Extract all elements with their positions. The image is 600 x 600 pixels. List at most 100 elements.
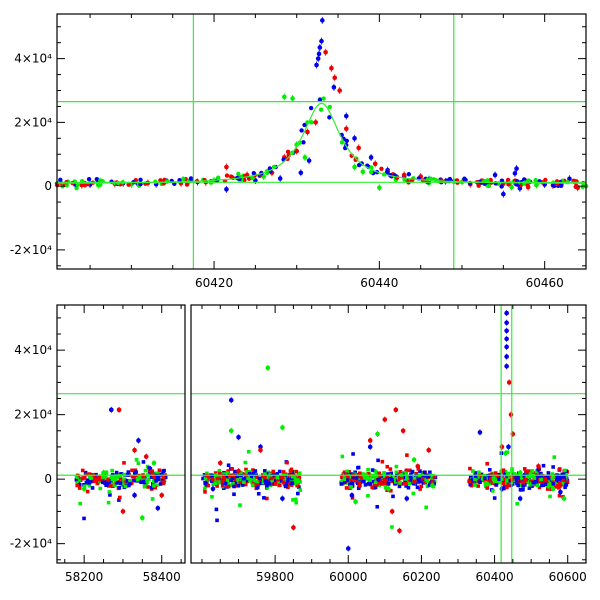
data-point	[75, 483, 80, 488]
data-point	[228, 428, 234, 434]
data-point	[296, 491, 300, 496]
bottom-left-frame	[56, 304, 186, 564]
data-point	[422, 477, 427, 482]
data-point	[95, 481, 100, 485]
data-point	[525, 183, 530, 188]
data-point	[497, 477, 501, 481]
data-point	[280, 475, 285, 480]
data-point	[137, 475, 142, 479]
data-point	[271, 469, 276, 474]
data-point	[372, 161, 378, 167]
data-point	[114, 478, 118, 482]
data-point	[414, 471, 419, 476]
data-point	[114, 470, 119, 475]
data-point	[410, 470, 415, 474]
data-point	[473, 477, 477, 482]
data-point	[156, 477, 161, 482]
data-point	[147, 477, 151, 482]
data-point	[273, 482, 278, 486]
data-point	[536, 467, 541, 472]
data-point	[77, 483, 82, 487]
data-point	[110, 468, 114, 473]
data-point	[249, 474, 254, 478]
data-point	[150, 469, 155, 473]
data-point	[242, 480, 246, 485]
data-point	[149, 485, 154, 490]
data-point	[226, 469, 230, 473]
data-point	[340, 454, 345, 459]
data-point	[85, 478, 90, 482]
data-point	[432, 481, 436, 486]
data-point	[345, 546, 351, 551]
data-point	[265, 365, 271, 371]
data-point	[383, 485, 388, 490]
data-point	[539, 471, 543, 476]
data-point	[204, 479, 209, 483]
data-point	[485, 178, 490, 183]
data-point	[84, 480, 89, 485]
data-point	[484, 481, 490, 487]
data-point	[134, 457, 139, 462]
data-point	[360, 169, 366, 175]
data-point	[233, 481, 238, 486]
data-point	[275, 475, 280, 480]
data-point	[525, 475, 530, 480]
data-point	[370, 468, 375, 472]
data-point	[298, 471, 302, 476]
data-point	[80, 468, 85, 473]
data-point	[507, 483, 511, 487]
data-point	[380, 459, 385, 464]
data-point	[268, 474, 273, 479]
data-point	[501, 191, 506, 197]
data-point	[284, 481, 288, 486]
data-point	[478, 480, 482, 485]
data-point	[349, 492, 355, 498]
data-point	[418, 487, 422, 491]
data-point	[233, 469, 237, 474]
data-point	[232, 484, 236, 489]
data-point	[104, 483, 108, 488]
data-point	[563, 485, 567, 490]
data-point	[230, 467, 234, 471]
data-point	[97, 474, 102, 479]
data-point	[353, 157, 358, 163]
data-point	[381, 472, 386, 477]
data-point	[74, 478, 79, 482]
data-point	[527, 476, 531, 481]
data-point	[401, 172, 407, 178]
x-tick-label: 60460	[526, 276, 564, 290]
data-point	[362, 474, 367, 479]
bottom-right-frame	[190, 304, 587, 564]
data-point	[551, 465, 555, 469]
data-point	[87, 481, 91, 485]
data-point	[251, 468, 255, 472]
data-point	[379, 478, 383, 483]
data-point	[397, 476, 402, 480]
data-point	[504, 481, 509, 485]
data-point	[468, 482, 473, 487]
data-point	[517, 470, 523, 476]
data-point	[285, 149, 291, 155]
data-point	[258, 447, 263, 453]
data-point	[212, 480, 216, 484]
data-point	[476, 183, 481, 188]
data-point	[398, 481, 402, 485]
data-point	[343, 113, 349, 119]
data-point	[521, 480, 525, 485]
data-point	[218, 471, 222, 476]
data-point	[309, 120, 314, 125]
data-point	[550, 476, 555, 481]
data-point	[518, 479, 523, 484]
data-point	[154, 479, 158, 483]
data-point	[132, 447, 137, 453]
data-point	[556, 483, 560, 488]
data-point	[252, 478, 257, 482]
data-point	[120, 480, 125, 485]
data-point	[299, 128, 304, 133]
data-point	[277, 469, 282, 474]
data-point	[120, 483, 125, 487]
data-point	[391, 494, 395, 499]
data-point	[540, 483, 544, 488]
data-point	[345, 474, 350, 479]
